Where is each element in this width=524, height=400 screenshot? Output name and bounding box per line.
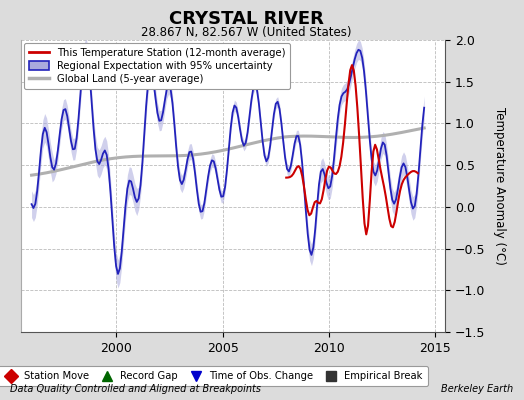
Y-axis label: Temperature Anomaly (°C): Temperature Anomaly (°C) bbox=[494, 107, 507, 265]
Text: 28.867 N, 82.567 W (United States): 28.867 N, 82.567 W (United States) bbox=[141, 26, 352, 39]
Text: Berkeley Earth: Berkeley Earth bbox=[441, 384, 514, 394]
Legend: Station Move, Record Gap, Time of Obs. Change, Empirical Break: Station Move, Record Gap, Time of Obs. C… bbox=[0, 366, 428, 386]
Text: CRYSTAL RIVER: CRYSTAL RIVER bbox=[169, 10, 324, 28]
Text: Data Quality Controlled and Aligned at Breakpoints: Data Quality Controlled and Aligned at B… bbox=[10, 384, 261, 394]
